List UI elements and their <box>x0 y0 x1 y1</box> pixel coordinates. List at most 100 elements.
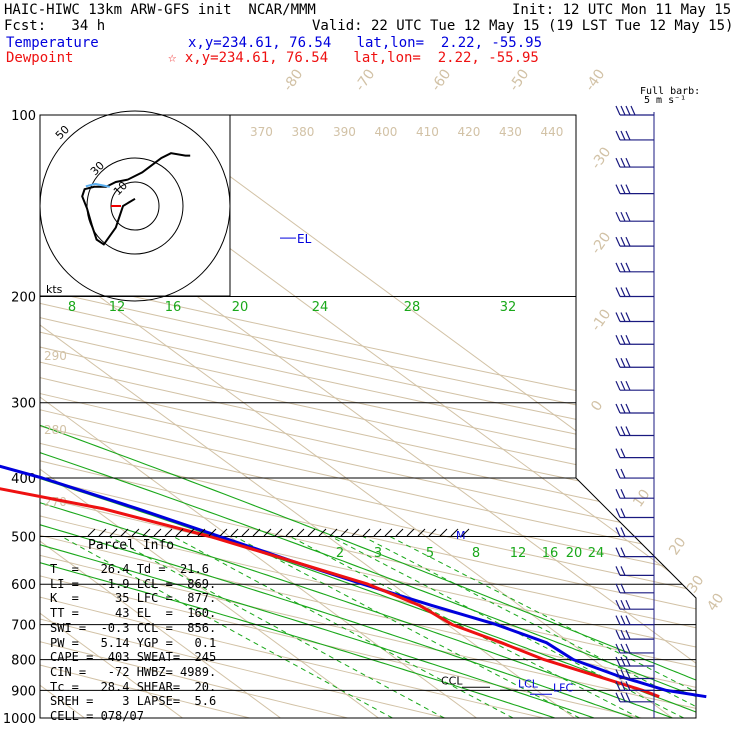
wind-barb-flag <box>620 262 626 273</box>
temperature-tick-label: -80 <box>280 66 306 94</box>
wind-barb-flag <box>615 236 621 247</box>
wind-barb-flag <box>620 547 626 557</box>
wind-barb-flag <box>620 692 626 703</box>
isotherm <box>0 87 4 730</box>
mixing-ratio-label: 3 <box>374 546 382 561</box>
hatch-mark <box>285 528 294 537</box>
wind-barb-flag <box>615 357 621 368</box>
wind-barb-flag <box>620 130 626 141</box>
hodograph-lowlevel-trace <box>85 182 110 188</box>
temperature-location: x,y=234.61, 76.54 lat,lon= 2.22, -55.95 <box>188 35 543 51</box>
mixing-ratio-label: 12 <box>510 546 527 561</box>
hatch-mark <box>252 528 261 537</box>
dry-adiabat <box>40 115 696 718</box>
wind-barb-flag <box>620 566 626 576</box>
wind-barb-flag <box>615 130 621 141</box>
parcel-row: K = 35 LFC = 877. <box>50 591 217 606</box>
theta-label: 430 <box>499 125 522 139</box>
hatch-mark <box>87 528 96 537</box>
parcel-row: CELL = 078/07 <box>50 709 144 723</box>
pressure-tick-label: 100 <box>11 109 36 124</box>
barb-scale-unit: 5 m s⁻¹ <box>644 95 687 106</box>
theta-label: 380 <box>292 125 315 139</box>
theta-label: 290 <box>44 349 67 363</box>
wind-barb-flag <box>625 130 631 141</box>
hodograph-frame <box>39 114 231 297</box>
wind-barb-flag <box>620 157 626 168</box>
pressure-tick-label: 300 <box>11 397 36 412</box>
mixing-ratio-line <box>289 536 640 718</box>
wind-barb-flag <box>625 669 631 679</box>
wind-barb-flag <box>625 656 631 667</box>
hatch-mark <box>450 528 459 537</box>
hatch-mark <box>109 528 118 537</box>
melting-label: M <box>456 529 466 542</box>
dewpoint-profile <box>0 487 660 699</box>
wind-barb-flag <box>620 426 626 436</box>
wind-barb-flag <box>620 380 626 391</box>
theta-label: 420 <box>458 125 481 139</box>
wind-barb-flag <box>615 615 621 625</box>
pressure-tick-label: 600 <box>11 578 36 593</box>
hatch-mark <box>329 528 338 537</box>
temperature-tick-label: -40 <box>582 66 608 94</box>
hatch-mark <box>120 528 129 537</box>
wind-barb-flag <box>625 157 631 168</box>
wind-barb-flag <box>615 583 621 594</box>
wind-barb-flag <box>615 669 621 679</box>
lfc-label: LFC <box>553 681 573 694</box>
hatch-mark <box>219 528 228 537</box>
wind-barb-flag <box>625 262 631 273</box>
dry-adiabat <box>40 115 696 718</box>
wind-barb-flag <box>615 312 621 322</box>
wind-barb-flag <box>620 335 626 345</box>
hatch-mark <box>197 528 206 537</box>
moist-adiabat-label: 16 <box>165 300 182 315</box>
wind-barb-flag <box>615 105 621 116</box>
wind-barb-flag <box>620 357 626 368</box>
temperature-tick-label: -50 <box>506 66 532 94</box>
dry-adiabat <box>40 115 696 718</box>
mixing-ratio-label: 5 <box>426 546 434 561</box>
model-title: HAIC-HIWC 13km ARW-GFS init NCAR/MMM <box>4 2 316 18</box>
temperature-tick-label: -10 <box>588 306 614 334</box>
pressure-tick-label: 200 <box>11 291 36 306</box>
wind-barb-flag <box>615 468 621 479</box>
hodograph-ring <box>39 110 231 302</box>
wind-barb-flag <box>625 287 631 297</box>
isotherm <box>40 115 691 718</box>
mixing-ratio-line <box>109 536 445 718</box>
hatch-mark <box>362 528 371 537</box>
moist-adiabat-label: 12 <box>109 300 126 315</box>
hatch-mark <box>428 528 437 537</box>
wind-barb-flag <box>620 211 626 222</box>
moist-adiabat-label: 24 <box>312 300 329 315</box>
moist-adiabat-label: 8 <box>68 300 76 315</box>
wind-barb-flag <box>615 262 621 273</box>
theta-label: 280 <box>44 423 67 437</box>
wind-barb-flag <box>625 599 631 610</box>
dry-adiabat <box>40 115 696 718</box>
isotherm <box>40 115 593 718</box>
dry-adiabat <box>40 115 696 718</box>
valid-time: Valid: 22 UTC Tue 12 May 15 (19 LST Tue … <box>312 18 734 34</box>
hatch-mark <box>131 528 140 537</box>
hatch-mark <box>340 528 349 537</box>
wind-barb-flag <box>625 692 631 703</box>
dry-adiabat <box>40 115 696 718</box>
temperature-profile <box>0 464 707 699</box>
parcel-row: CIN = -72 HWBZ= 4989. <box>50 664 217 679</box>
hatch-mark <box>98 528 107 537</box>
mixing-ratio-label: 8 <box>472 546 480 561</box>
temperature-legend: Temperature <box>6 35 99 51</box>
dry-adiabat <box>40 115 302 718</box>
dewpoint-location: ☆ x,y=234.61, 76.54 lat,lon= 2.22, -55.9… <box>168 50 539 66</box>
wind-barb-flag <box>625 629 631 640</box>
wind-barb-flag <box>620 468 626 479</box>
isotherm <box>40 115 397 718</box>
dry-adiabat <box>40 115 696 718</box>
wind-barb-flag <box>620 656 626 667</box>
hatch-mark <box>318 528 327 537</box>
temperature-tick-label: 0 <box>588 398 606 414</box>
mixing-ratio-label: 20 <box>566 546 583 561</box>
